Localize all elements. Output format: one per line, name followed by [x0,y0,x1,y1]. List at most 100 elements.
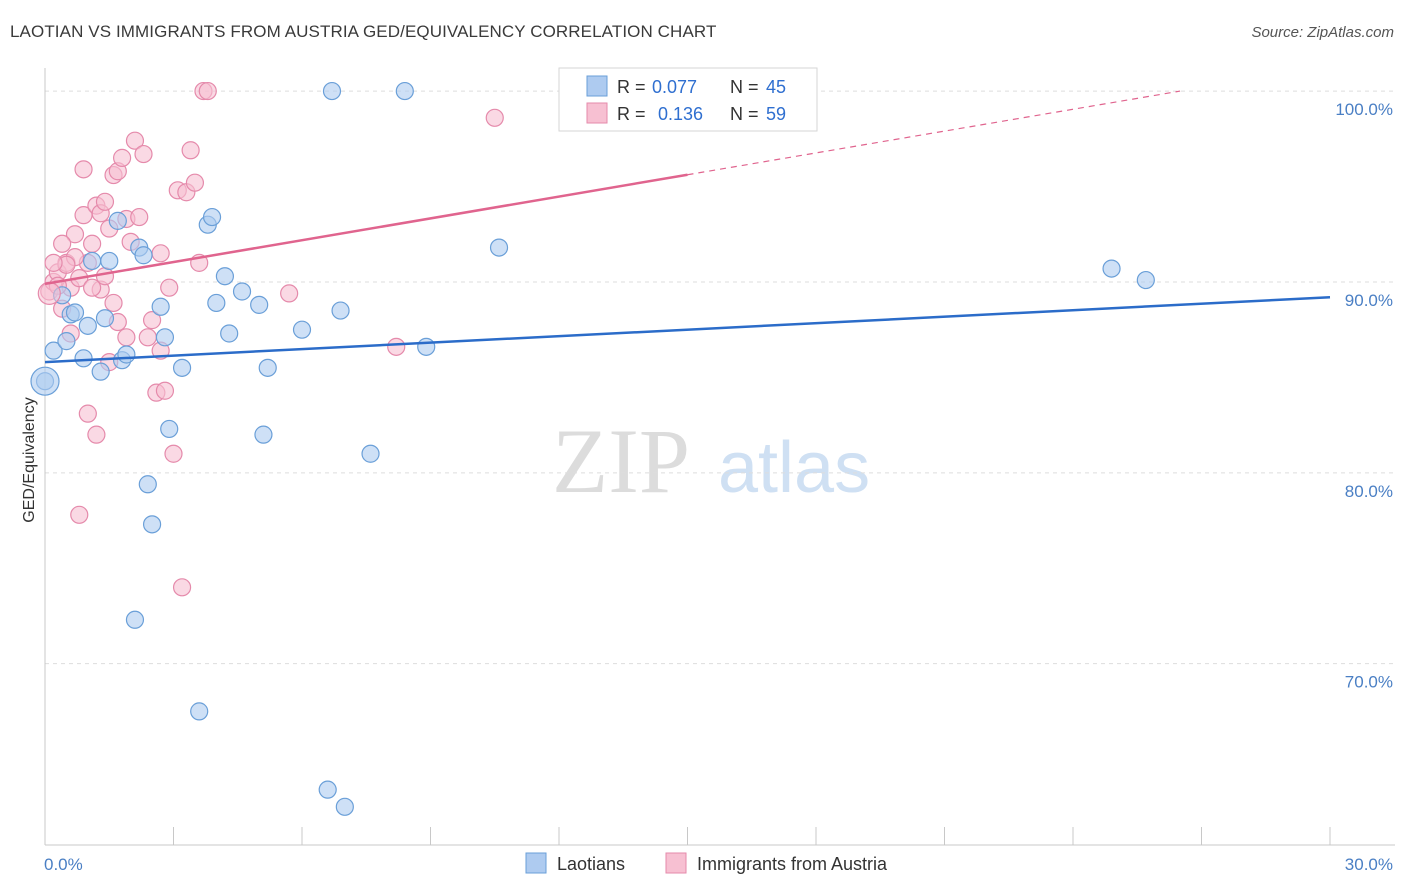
austria-point [142,311,162,330]
austria-point [74,160,93,179]
austria-point [138,328,157,347]
austria-point [95,192,115,211]
austria-point [87,425,106,444]
austria-point [134,144,153,164]
austria-point [83,234,102,253]
y-axis-title: GED/Equivalency [21,397,38,522]
legend-n-label: N = [730,77,759,97]
austria-point [160,278,179,297]
austria-point [37,281,61,306]
bottom-legend-austria: Immigrants from Austria [697,854,888,874]
legend-n-label: N = [730,104,759,124]
austria-point [185,173,205,192]
x-tick-label: 0.0% [44,855,83,874]
source-label: Source: ZipAtlas.com [1251,24,1394,41]
austria-point [181,141,200,160]
austria-point [112,148,132,167]
laotians-point [258,358,277,377]
bottom-legend-swatch-austria [665,852,687,874]
austria-point [78,404,97,423]
laotians-point [322,81,342,101]
laotians-point [155,328,175,347]
laotians-point [91,362,110,381]
watermark-zip: ZIP [552,410,690,512]
bottom-legend-swatch-laotians [525,852,547,874]
laotians-point [78,316,97,335]
austria-point [198,81,217,101]
laotians-point [202,207,222,227]
laotians-point [44,341,63,360]
laotians-point [318,780,337,799]
austria-point [280,284,299,303]
laotians-point [395,81,414,101]
laotians-point [335,797,354,816]
laotians-point [489,238,509,257]
legend-n-value: 59 [766,104,786,124]
laotians-point [172,358,192,377]
laotians-point [1102,259,1121,278]
laotians-point [1136,270,1155,290]
laotians-point [108,211,127,230]
laotians-point [151,297,170,316]
austria-point [130,207,149,227]
austria-point [125,131,145,150]
laotians-point [138,475,157,494]
laotians-point [160,419,179,439]
austria-point [65,225,85,244]
laotians-point [331,301,350,320]
laotians-point [100,251,119,271]
laotians-point [250,295,269,314]
y-tick-label: 90.0% [1345,291,1393,310]
legend-n-value: 45 [766,77,786,97]
legend-r-value: 0.136 [658,104,703,124]
laotians-point [292,320,312,339]
austria-point [53,234,72,253]
gridlines [45,90,1395,665]
laotians-point [254,425,273,444]
legend-swatch-laotians [586,75,608,97]
bottom-legend: Laotians Immigrants from Austria [525,852,888,874]
laotians-point [190,702,209,721]
legend-swatch-austria [586,102,608,124]
laotians-point [65,303,85,322]
laotians-point [232,282,252,301]
austria-point [164,444,183,463]
austria-point [83,278,102,297]
austria-point [155,381,175,400]
laotians-point [215,267,234,286]
trend-lines [44,90,1331,364]
watermark-atlas: atlas [718,428,870,508]
legend-r-label: R = [617,77,646,97]
y-tick-label: 70.0% [1345,673,1393,692]
austria-point [104,293,123,313]
austria-point [44,253,63,272]
laotians-point [117,345,136,364]
austria-point [117,328,136,347]
y-tick-label: 80.0% [1345,482,1393,501]
laotians-point [142,515,162,534]
austria-point [172,578,192,597]
laotians-point [134,246,153,265]
laotians-point [57,332,76,351]
data-points [30,81,1155,816]
laotians-point [207,293,226,313]
austria-point [485,108,504,127]
austria-point [70,505,89,524]
laotians-point [220,324,239,343]
axes: 70.0% 80.0% 90.0% 100.0% 0.0% 30.0% [44,68,1395,874]
austria-point [387,337,406,356]
laotians-point [95,309,115,328]
chart-title: LAOTIAN VS IMMIGRANTS FROM AUSTRIA GED/E… [10,22,717,41]
laotians-point [30,366,60,396]
laotians-point [74,349,93,368]
laotians-point [417,337,436,356]
y-tick-label: 100.0% [1335,100,1393,119]
laotians-trend-line [44,295,1331,364]
x-tick-label: 30.0% [1345,855,1393,874]
laotians-point [83,251,102,271]
austria-point [151,244,170,263]
laotians-point [125,610,145,629]
bottom-legend-laotians: Laotians [557,854,625,874]
legend-box: R = 0.077 N = 45 R = 0.136 N = 59 [558,67,818,132]
